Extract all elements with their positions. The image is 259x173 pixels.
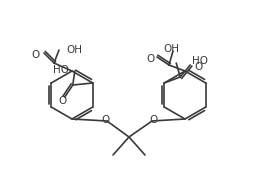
Text: HO: HO — [192, 56, 208, 66]
Text: O: O — [59, 96, 67, 106]
Text: HO: HO — [53, 65, 69, 75]
Text: OH: OH — [66, 45, 82, 55]
Text: O: O — [150, 115, 158, 125]
Text: O: O — [147, 54, 155, 64]
Text: OH: OH — [163, 44, 179, 54]
Text: O: O — [101, 115, 109, 125]
Text: O: O — [32, 50, 40, 60]
Text: O: O — [194, 62, 203, 72]
